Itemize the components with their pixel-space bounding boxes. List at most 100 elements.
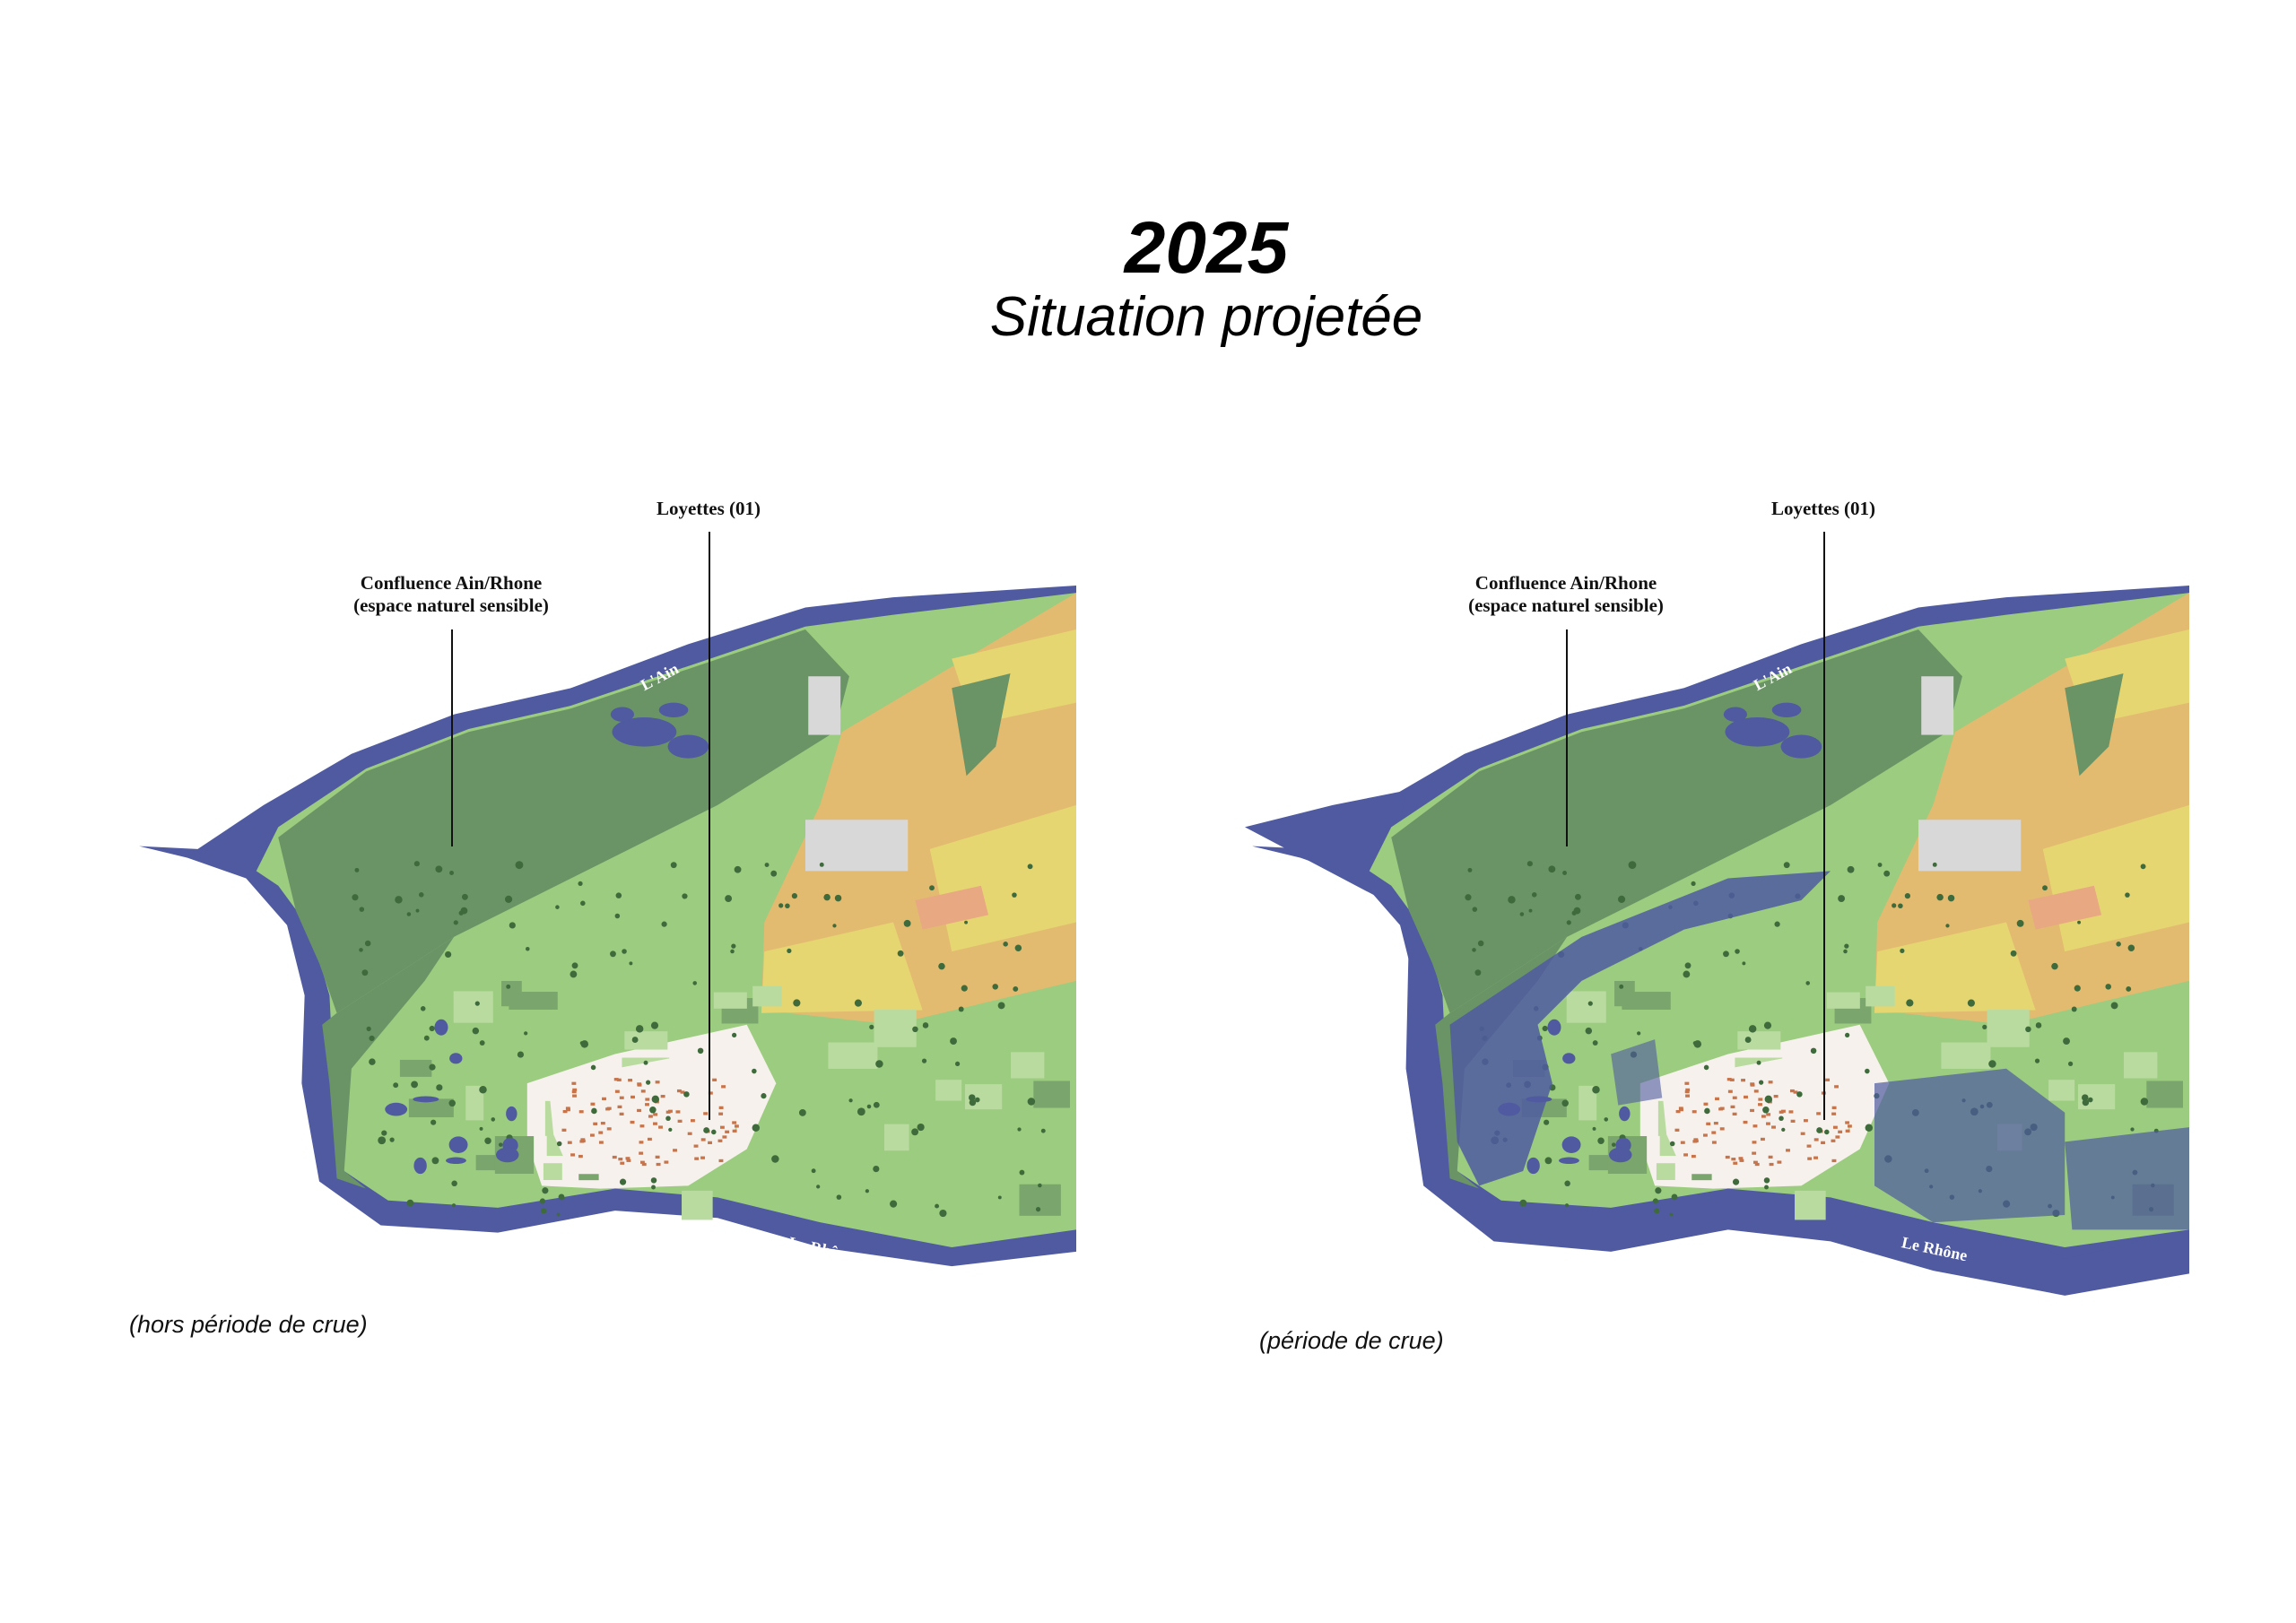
tree: [580, 900, 586, 907]
tree: [1585, 1027, 1593, 1035]
flood-zone: [1611, 1039, 1663, 1106]
building: [1732, 1096, 1737, 1099]
tree: [1723, 950, 1729, 958]
building: [1768, 1081, 1773, 1084]
tree: [395, 896, 403, 904]
building: [700, 1138, 706, 1141]
building: [600, 1122, 605, 1125]
tree: [1805, 981, 1811, 985]
building: [653, 1113, 658, 1116]
building: [1750, 1108, 1754, 1113]
garden-plot: [543, 1163, 562, 1181]
page-subtitle: Situation projetée: [989, 286, 1423, 348]
tree: [1810, 1047, 1817, 1055]
tree: [491, 1117, 496, 1122]
forest-patch: [952, 673, 1011, 777]
tree: [2077, 920, 2082, 924]
building: [1744, 1095, 1748, 1099]
tree: [430, 1119, 437, 1125]
tree: [453, 920, 458, 925]
building: [1816, 1112, 1822, 1115]
building: [725, 1130, 730, 1133]
tree: [903, 919, 911, 927]
tree: [590, 1064, 596, 1071]
building: [1769, 1162, 1774, 1167]
building: [1793, 1090, 1798, 1094]
tree: [2051, 962, 2058, 970]
garden-plot: [1578, 1085, 1597, 1121]
building: [719, 1125, 725, 1129]
tree: [1669, 1212, 1674, 1217]
tree: [2140, 1098, 2149, 1106]
tree: [458, 910, 464, 916]
pond: [1619, 1106, 1631, 1122]
industrial-zone: [808, 676, 841, 735]
field-yellow: [761, 922, 923, 1013]
tree: [1947, 894, 1955, 902]
tree: [1796, 1091, 1803, 1098]
building: [1684, 1081, 1690, 1085]
tree: [1019, 1169, 1025, 1176]
tree: [1936, 893, 1944, 901]
building: [628, 1079, 633, 1082]
pond: [434, 1019, 448, 1036]
page-title: 2025: [1124, 207, 1289, 289]
tree: [1844, 943, 1849, 949]
tree: [420, 1006, 426, 1011]
tree: [361, 969, 369, 976]
tree: [1843, 949, 1848, 954]
field-yellow: [1874, 922, 2036, 1013]
tree: [1654, 1208, 1660, 1214]
building: [1777, 1160, 1782, 1164]
tree: [865, 1189, 869, 1193]
tree: [1763, 1021, 1772, 1029]
flood-zone: [1449, 871, 1831, 1186]
tree: [504, 895, 513, 903]
tree: [1704, 1107, 1710, 1115]
garden-plot: [453, 991, 493, 1023]
tree: [610, 950, 616, 958]
building: [1731, 1158, 1736, 1161]
building: [613, 1078, 619, 1081]
building: [1743, 1120, 1748, 1124]
garden-plot: [1033, 1081, 1070, 1108]
building: [1711, 1131, 1717, 1134]
building: [1766, 1113, 1771, 1116]
garden-plot: [2124, 1052, 2158, 1079]
tree: [1592, 1086, 1600, 1094]
building: [1684, 1089, 1690, 1094]
label-confluence-line1: Confluence Ain/Rhone: [360, 572, 543, 594]
building: [1675, 1109, 1681, 1114]
pond: [658, 702, 689, 717]
tree: [451, 1180, 457, 1187]
tree: [555, 905, 560, 909]
pond: [1559, 1157, 1579, 1165]
building: [1760, 1137, 1765, 1141]
building: [637, 1083, 642, 1087]
tree: [366, 1026, 371, 1031]
tree: [1040, 1128, 1046, 1133]
leader-line-confluence: [1566, 629, 1568, 846]
garden-plot: [1737, 1031, 1781, 1050]
tree: [418, 892, 424, 898]
tree: [958, 1006, 964, 1012]
tree: [650, 1177, 657, 1184]
tree: [890, 1200, 898, 1208]
tree: [969, 1098, 977, 1107]
tree: [1735, 949, 1740, 954]
pond: [1609, 1147, 1632, 1163]
tree: [1561, 1099, 1569, 1107]
tree: [2035, 1022, 2042, 1028]
building: [1761, 1115, 1766, 1118]
tree: [1566, 920, 1571, 925]
building: [1754, 1162, 1760, 1167]
forest-patch: [2065, 673, 2124, 777]
tree: [1562, 871, 1567, 875]
tree: [670, 862, 677, 869]
tree: [354, 867, 360, 872]
building: [641, 1162, 647, 1167]
building: [693, 1144, 699, 1148]
tree: [1892, 903, 1897, 908]
forest: [1391, 629, 1962, 1013]
label-confluence-line1: Confluence Ain/Rhone: [1474, 572, 1657, 594]
